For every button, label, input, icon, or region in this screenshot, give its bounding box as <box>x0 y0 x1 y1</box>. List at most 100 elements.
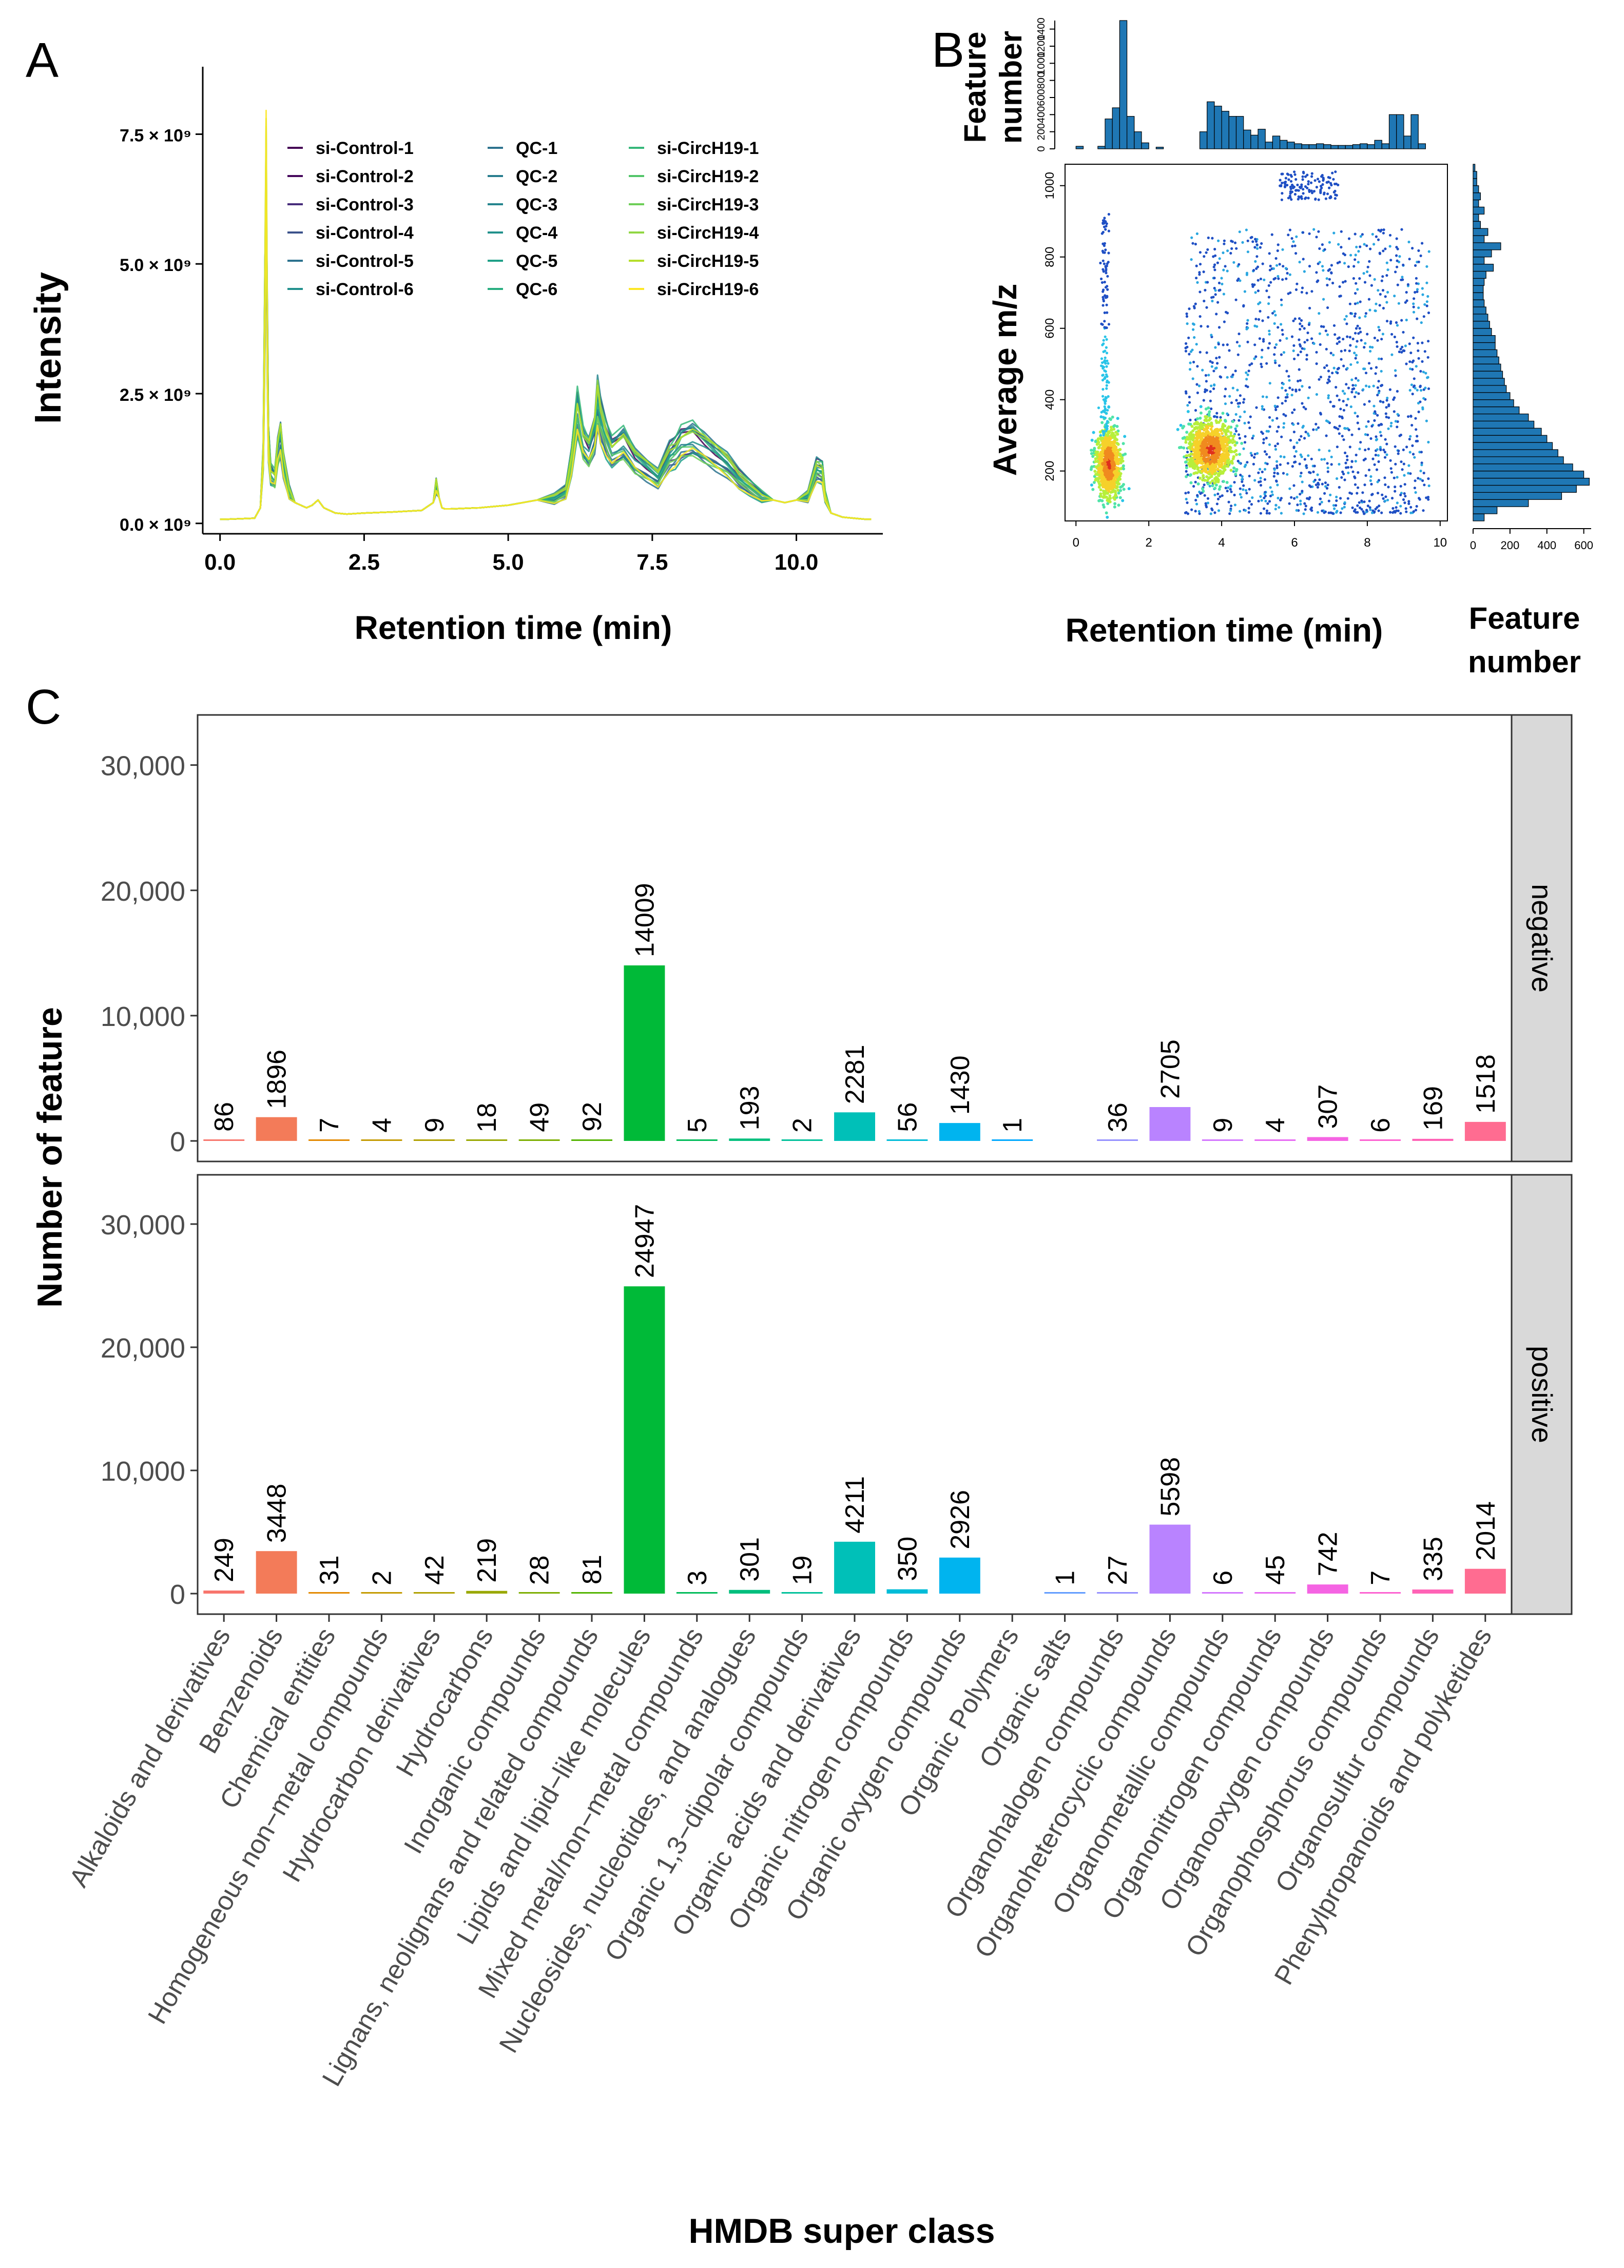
scatter-point <box>1298 317 1301 320</box>
panel-b-top-hist-bar <box>1396 114 1404 149</box>
panel-c-bar <box>1360 1592 1401 1594</box>
scatter-point <box>1107 212 1110 216</box>
scatter-point <box>1274 408 1278 412</box>
scatter-point <box>1374 372 1377 375</box>
scatter-point <box>1390 471 1393 474</box>
scatter-point <box>1320 500 1323 504</box>
scatter-point <box>1104 376 1107 379</box>
scatter-point <box>1111 463 1115 467</box>
scatter-point <box>1187 462 1190 466</box>
scatter-point <box>1371 511 1374 514</box>
panel-c-bar-value-label: 2926 <box>945 1490 975 1549</box>
scatter-point <box>1316 178 1320 181</box>
scatter-point <box>1310 189 1313 192</box>
scatter-point <box>1186 458 1189 461</box>
scatter-point <box>1119 489 1123 492</box>
scatter-point <box>1213 453 1217 456</box>
scatter-point <box>1265 453 1268 456</box>
scatter-point <box>1194 510 1197 513</box>
scatter-point <box>1219 375 1222 378</box>
scatter-point <box>1233 503 1236 507</box>
scatter-point <box>1298 261 1301 264</box>
panel-b-top-ylabel-line1: Feature <box>958 32 992 143</box>
scatter-point <box>1389 511 1392 514</box>
scatter-point <box>1382 231 1385 235</box>
scatter-point <box>1328 176 1331 180</box>
panel-c-bar-value-label: 45 <box>1261 1555 1290 1585</box>
scatter-point <box>1196 365 1199 368</box>
scatter-point <box>1371 457 1375 460</box>
scatter-point <box>1294 450 1298 453</box>
scatter-point <box>1268 333 1271 336</box>
scatter-point <box>1229 484 1232 488</box>
scatter-point <box>1357 379 1360 382</box>
scatter-point <box>1303 437 1306 440</box>
scatter-point <box>1407 472 1410 475</box>
scatter-point <box>1423 483 1426 487</box>
scatter-point <box>1250 454 1253 457</box>
scatter-point <box>1234 427 1237 431</box>
scatter-point <box>1326 483 1329 487</box>
scatter-point <box>1298 343 1302 346</box>
scatter-point <box>1206 248 1209 251</box>
scatter-point <box>1203 255 1206 258</box>
scatter-point <box>1240 496 1243 499</box>
scatter-point <box>1324 481 1327 484</box>
scatter-point <box>1228 395 1231 398</box>
panel-b-top-hist-bar <box>1221 111 1229 149</box>
scatter-point <box>1090 483 1093 487</box>
scatter-point <box>1101 439 1105 443</box>
scatter-point <box>1355 345 1358 348</box>
scatter-point <box>1185 454 1188 458</box>
scatter-point <box>1420 463 1423 467</box>
scatter-point <box>1356 288 1359 291</box>
scatter-point <box>1351 337 1355 341</box>
scatter-point <box>1253 246 1256 249</box>
panel-b-right-hist-bar <box>1473 471 1584 479</box>
scatter-point <box>1246 250 1249 254</box>
scatter-point <box>1286 272 1289 275</box>
scatter-point <box>1369 479 1372 482</box>
scatter-point <box>1269 281 1272 284</box>
scatter-point <box>1254 260 1257 263</box>
scatter-point <box>1275 466 1279 470</box>
scatter-point <box>1267 316 1270 319</box>
scatter-point <box>1290 175 1293 178</box>
panel-c-bar <box>1149 1107 1191 1141</box>
scatter-point <box>1290 198 1293 201</box>
scatter-point <box>1339 295 1342 298</box>
scatter-point <box>1105 365 1108 368</box>
scatter-point <box>1294 288 1298 292</box>
scatter-point <box>1422 371 1425 374</box>
scatter-point <box>1111 448 1115 451</box>
scatter-point <box>1268 416 1271 419</box>
scatter-point <box>1415 439 1418 443</box>
scatter-point <box>1359 300 1362 303</box>
scatter-point <box>1105 303 1108 306</box>
scatter-point <box>1338 486 1341 489</box>
scatter-point <box>1355 282 1358 285</box>
scatter-point <box>1352 387 1356 390</box>
scatter-point <box>1238 453 1242 456</box>
scatter-point <box>1271 312 1274 315</box>
scatter-point <box>1097 464 1100 467</box>
scatter-point <box>1360 499 1363 502</box>
panel-b-top-hist-bar <box>1207 101 1215 149</box>
scatter-point <box>1205 306 1208 309</box>
scatter-point <box>1334 170 1337 173</box>
panel-b-right-hist-bar <box>1473 428 1542 436</box>
scatter-point <box>1303 347 1306 351</box>
scatter-point <box>1268 443 1271 446</box>
scatter-point <box>1201 426 1204 430</box>
scatter-point <box>1253 456 1256 459</box>
scatter-point <box>1315 428 1318 431</box>
scatter-point <box>1228 512 1231 515</box>
scatter-point <box>1425 281 1428 284</box>
scatter-point <box>1420 461 1423 464</box>
scatter-point <box>1104 407 1107 410</box>
scatter-point <box>1310 191 1314 195</box>
scatter-point <box>1104 362 1107 365</box>
scatter-point <box>1354 460 1357 463</box>
scatter-point <box>1330 455 1333 458</box>
scatter-point <box>1179 423 1183 427</box>
